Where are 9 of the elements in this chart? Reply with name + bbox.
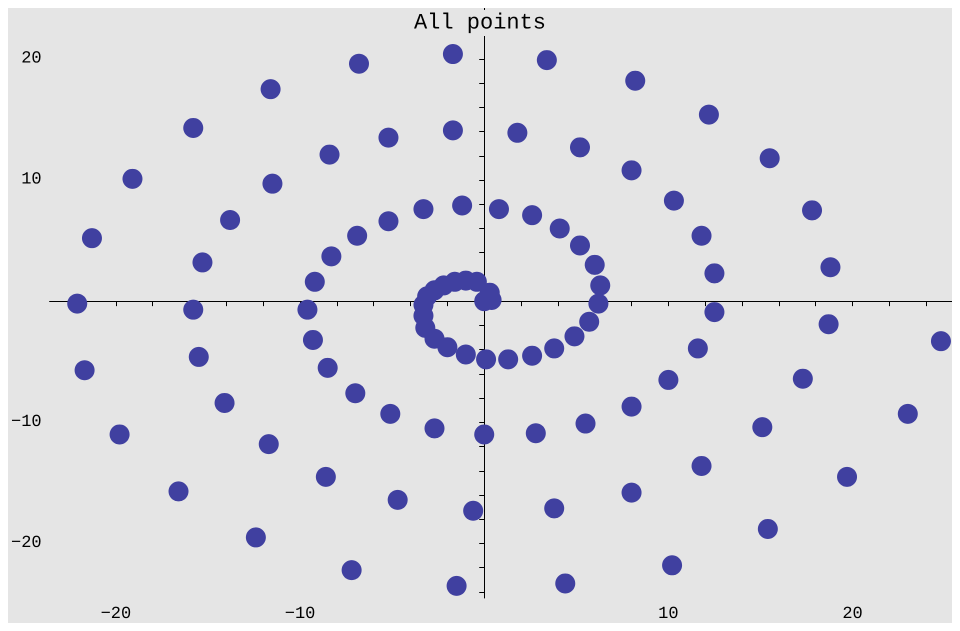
x-tick-label: 10	[658, 605, 679, 624]
x-tick-label: −20	[100, 605, 132, 624]
x-tick-label: 20	[842, 605, 863, 624]
y-tick-label: −10	[10, 412, 42, 432]
chart-title: All points	[414, 10, 546, 36]
y-tick-label: 20	[21, 49, 42, 68]
y-tick-label: −20	[10, 534, 42, 553]
y-tick-label: 10	[21, 170, 42, 190]
x-tick-label: −10	[284, 605, 316, 624]
